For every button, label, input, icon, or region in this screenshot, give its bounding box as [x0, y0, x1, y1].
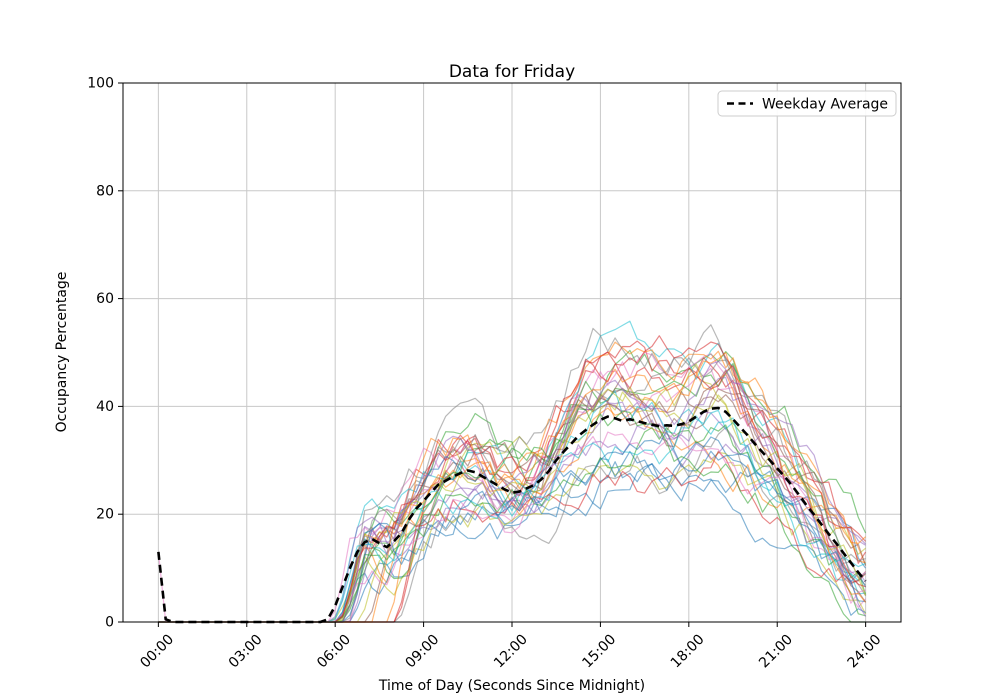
x-tick-label: 21:00	[756, 632, 796, 672]
x-tick-label: 24:00	[845, 632, 885, 672]
chart-title: Data for Friday	[449, 62, 575, 82]
y-tick-label: 0	[105, 615, 114, 631]
y-tick-label: 100	[87, 76, 114, 92]
weekday-average-line	[157, 406, 867, 624]
y-tick-label: 20	[96, 507, 114, 523]
grid	[123, 82, 901, 623]
axes: 00:00 03:00 06:00 09:00 12:00 15:00 18:00 21:00…	[87, 76, 902, 672]
individual-day-lines	[157, 320, 867, 623]
y-tick-label: 40	[96, 399, 114, 415]
legend-label: Weekday Average	[762, 97, 888, 113]
y-tick-label: 80	[96, 183, 114, 199]
average-line	[157, 406, 867, 624]
x-tick-label: 15:00	[579, 632, 619, 672]
x-tick-label: 12:00	[491, 632, 531, 672]
x-tick-label: 09:00	[403, 632, 443, 672]
x-axis-label: Time of Day (Seconds Since Midnight)	[378, 678, 645, 694]
y-axis-label: Occupancy Percentage	[54, 272, 70, 433]
legend-box	[717, 90, 897, 117]
legend: Weekday Average	[717, 90, 897, 117]
y-tick-label: 60	[96, 291, 114, 307]
x-tick-label: 03:00	[226, 632, 266, 672]
x-tick-label: 06:00	[314, 632, 354, 672]
x-tick-label: 18:00	[668, 632, 708, 672]
x-tick-label: 00:00	[137, 632, 177, 672]
